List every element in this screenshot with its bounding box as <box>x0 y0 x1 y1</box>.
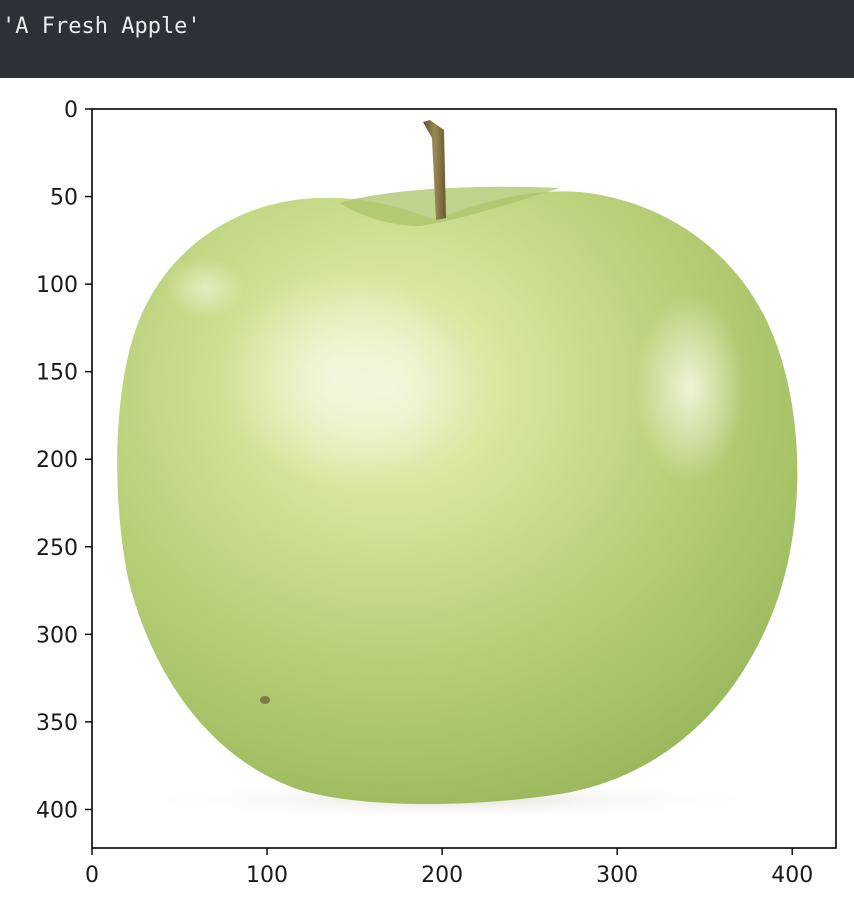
y-tick-label: 0 <box>64 98 78 123</box>
y-tick-label: 300 <box>36 623 78 648</box>
y-tick-label: 200 <box>36 448 78 473</box>
apple-highlight-left <box>220 268 460 488</box>
output-text: 'A Fresh Apple' <box>2 14 201 39</box>
apple-stem <box>423 120 446 220</box>
apple-cavity <box>340 186 560 226</box>
x-axis: 0 100 200 300 400 <box>85 848 813 888</box>
y-axis: 0 50 100 150 200 250 300 350 400 <box>36 98 92 823</box>
y-tick-label: 50 <box>50 186 78 211</box>
axes-frame <box>91 108 837 849</box>
figure-svg: 0 100 200 300 400 0 50 100 150 200 250 300 350 400 <box>36 98 837 888</box>
x-tick-label: 100 <box>246 863 288 888</box>
y-tick-label: 250 <box>36 536 78 561</box>
apple-highlight-top <box>165 258 245 318</box>
apple-highlight-right <box>635 293 745 483</box>
y-tick-label: 350 <box>36 711 78 736</box>
x-tick-label: 400 <box>771 863 813 888</box>
x-tick-label: 300 <box>596 863 638 888</box>
y-tick-label: 100 <box>36 273 78 298</box>
y-tick-label: 150 <box>36 361 78 386</box>
x-tick-label: 0 <box>85 863 99 888</box>
apple-spot <box>260 696 270 704</box>
y-tick-label: 400 <box>36 798 78 823</box>
x-tick-label: 200 <box>421 863 463 888</box>
image-figure: 0 100 200 300 400 0 50 100 150 200 250 300 350 400 <box>0 78 854 912</box>
cell-output-bar: 'A Fresh Apple' <box>0 0 854 78</box>
